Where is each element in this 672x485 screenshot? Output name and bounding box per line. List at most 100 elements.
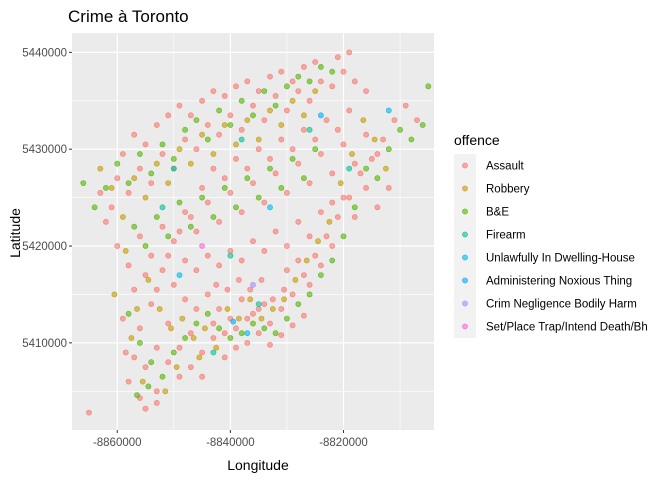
data-point bbox=[170, 165, 177, 172]
data-point bbox=[216, 306, 222, 312]
data-point bbox=[176, 272, 183, 278]
data-point bbox=[103, 218, 109, 225]
data-point bbox=[162, 388, 169, 395]
data-point bbox=[216, 131, 222, 138]
data-point bbox=[97, 165, 104, 172]
data-point bbox=[408, 136, 415, 143]
data-point bbox=[349, 151, 355, 157]
data-point bbox=[295, 218, 302, 225]
data-point bbox=[170, 238, 177, 245]
legend-key-marker bbox=[462, 185, 468, 192]
legend-item-label: Robbery bbox=[486, 184, 530, 196]
data-point bbox=[182, 136, 188, 143]
data-point bbox=[204, 136, 211, 143]
data-point bbox=[300, 175, 307, 182]
data-point bbox=[136, 325, 143, 332]
plot-panel bbox=[72, 33, 434, 430]
data-point bbox=[142, 141, 149, 148]
data-point bbox=[312, 146, 319, 153]
data-point bbox=[289, 155, 296, 162]
data-point bbox=[216, 262, 222, 269]
data-point bbox=[238, 296, 245, 303]
data-point bbox=[374, 175, 381, 182]
chart-title: Crime à Toronto bbox=[68, 7, 189, 26]
data-point bbox=[159, 373, 166, 380]
data-point bbox=[363, 165, 369, 172]
data-point bbox=[306, 180, 313, 186]
data-point bbox=[182, 296, 188, 303]
data-point bbox=[255, 146, 262, 153]
data-point bbox=[165, 180, 172, 186]
data-point bbox=[233, 204, 239, 211]
data-point bbox=[199, 97, 205, 104]
data-point bbox=[216, 218, 222, 225]
data-point bbox=[267, 73, 273, 80]
data-point bbox=[193, 117, 200, 123]
data-point bbox=[351, 160, 358, 167]
data-point bbox=[134, 306, 140, 312]
data-point bbox=[351, 214, 358, 220]
data-point bbox=[193, 320, 200, 327]
data-point bbox=[272, 93, 279, 99]
data-point bbox=[244, 78, 251, 85]
data-point bbox=[235, 315, 242, 322]
data-point bbox=[221, 330, 228, 337]
data-point bbox=[267, 204, 273, 211]
legend-item-label: Assault bbox=[486, 161, 525, 173]
data-point bbox=[136, 233, 143, 240]
data-point bbox=[153, 214, 160, 220]
data-point bbox=[329, 257, 336, 264]
data-point bbox=[142, 194, 149, 201]
data-point bbox=[329, 83, 336, 90]
data-point bbox=[317, 151, 324, 157]
data-point bbox=[244, 175, 251, 182]
y-tick-label: 5440000 bbox=[22, 47, 67, 59]
data-point bbox=[306, 126, 313, 133]
data-point bbox=[204, 291, 211, 298]
legend-item-label: Firearm bbox=[486, 230, 526, 242]
data-point bbox=[300, 112, 307, 119]
data-point bbox=[326, 218, 333, 225]
data-point bbox=[261, 117, 268, 123]
data-point bbox=[300, 272, 307, 278]
data-point bbox=[148, 252, 155, 259]
data-point bbox=[221, 122, 228, 128]
data-point bbox=[425, 83, 432, 90]
data-point bbox=[238, 126, 245, 133]
data-point bbox=[238, 209, 245, 215]
x-tick-label: -8860000 bbox=[93, 437, 142, 449]
data-point bbox=[250, 180, 256, 186]
x-axis-label: Longitude bbox=[227, 457, 289, 473]
data-point bbox=[204, 122, 211, 128]
data-point bbox=[261, 88, 268, 94]
data-point bbox=[176, 102, 183, 109]
data-point bbox=[312, 59, 319, 65]
data-point bbox=[278, 332, 285, 338]
data-point bbox=[419, 122, 426, 128]
data-point bbox=[250, 310, 256, 317]
data-point bbox=[165, 252, 172, 259]
data-point bbox=[170, 281, 177, 288]
data-point bbox=[187, 364, 194, 370]
data-point bbox=[142, 364, 149, 370]
legend-item-label: Set/Place Trap/Intend Death/Bh bbox=[486, 322, 648, 334]
data-point bbox=[199, 131, 205, 138]
data-point bbox=[233, 325, 239, 332]
data-point bbox=[230, 318, 237, 325]
data-point bbox=[221, 93, 228, 99]
data-point bbox=[340, 68, 347, 75]
data-point bbox=[131, 223, 138, 230]
data-point bbox=[165, 359, 172, 366]
data-point bbox=[329, 68, 336, 75]
data-point bbox=[334, 54, 341, 61]
data-point bbox=[108, 204, 115, 211]
data-point bbox=[210, 320, 217, 327]
data-point bbox=[329, 170, 336, 177]
data-point bbox=[125, 189, 132, 196]
data-point bbox=[317, 78, 324, 85]
data-point bbox=[382, 165, 389, 172]
data-point bbox=[402, 102, 409, 109]
data-point bbox=[193, 228, 200, 235]
data-point bbox=[346, 194, 353, 201]
